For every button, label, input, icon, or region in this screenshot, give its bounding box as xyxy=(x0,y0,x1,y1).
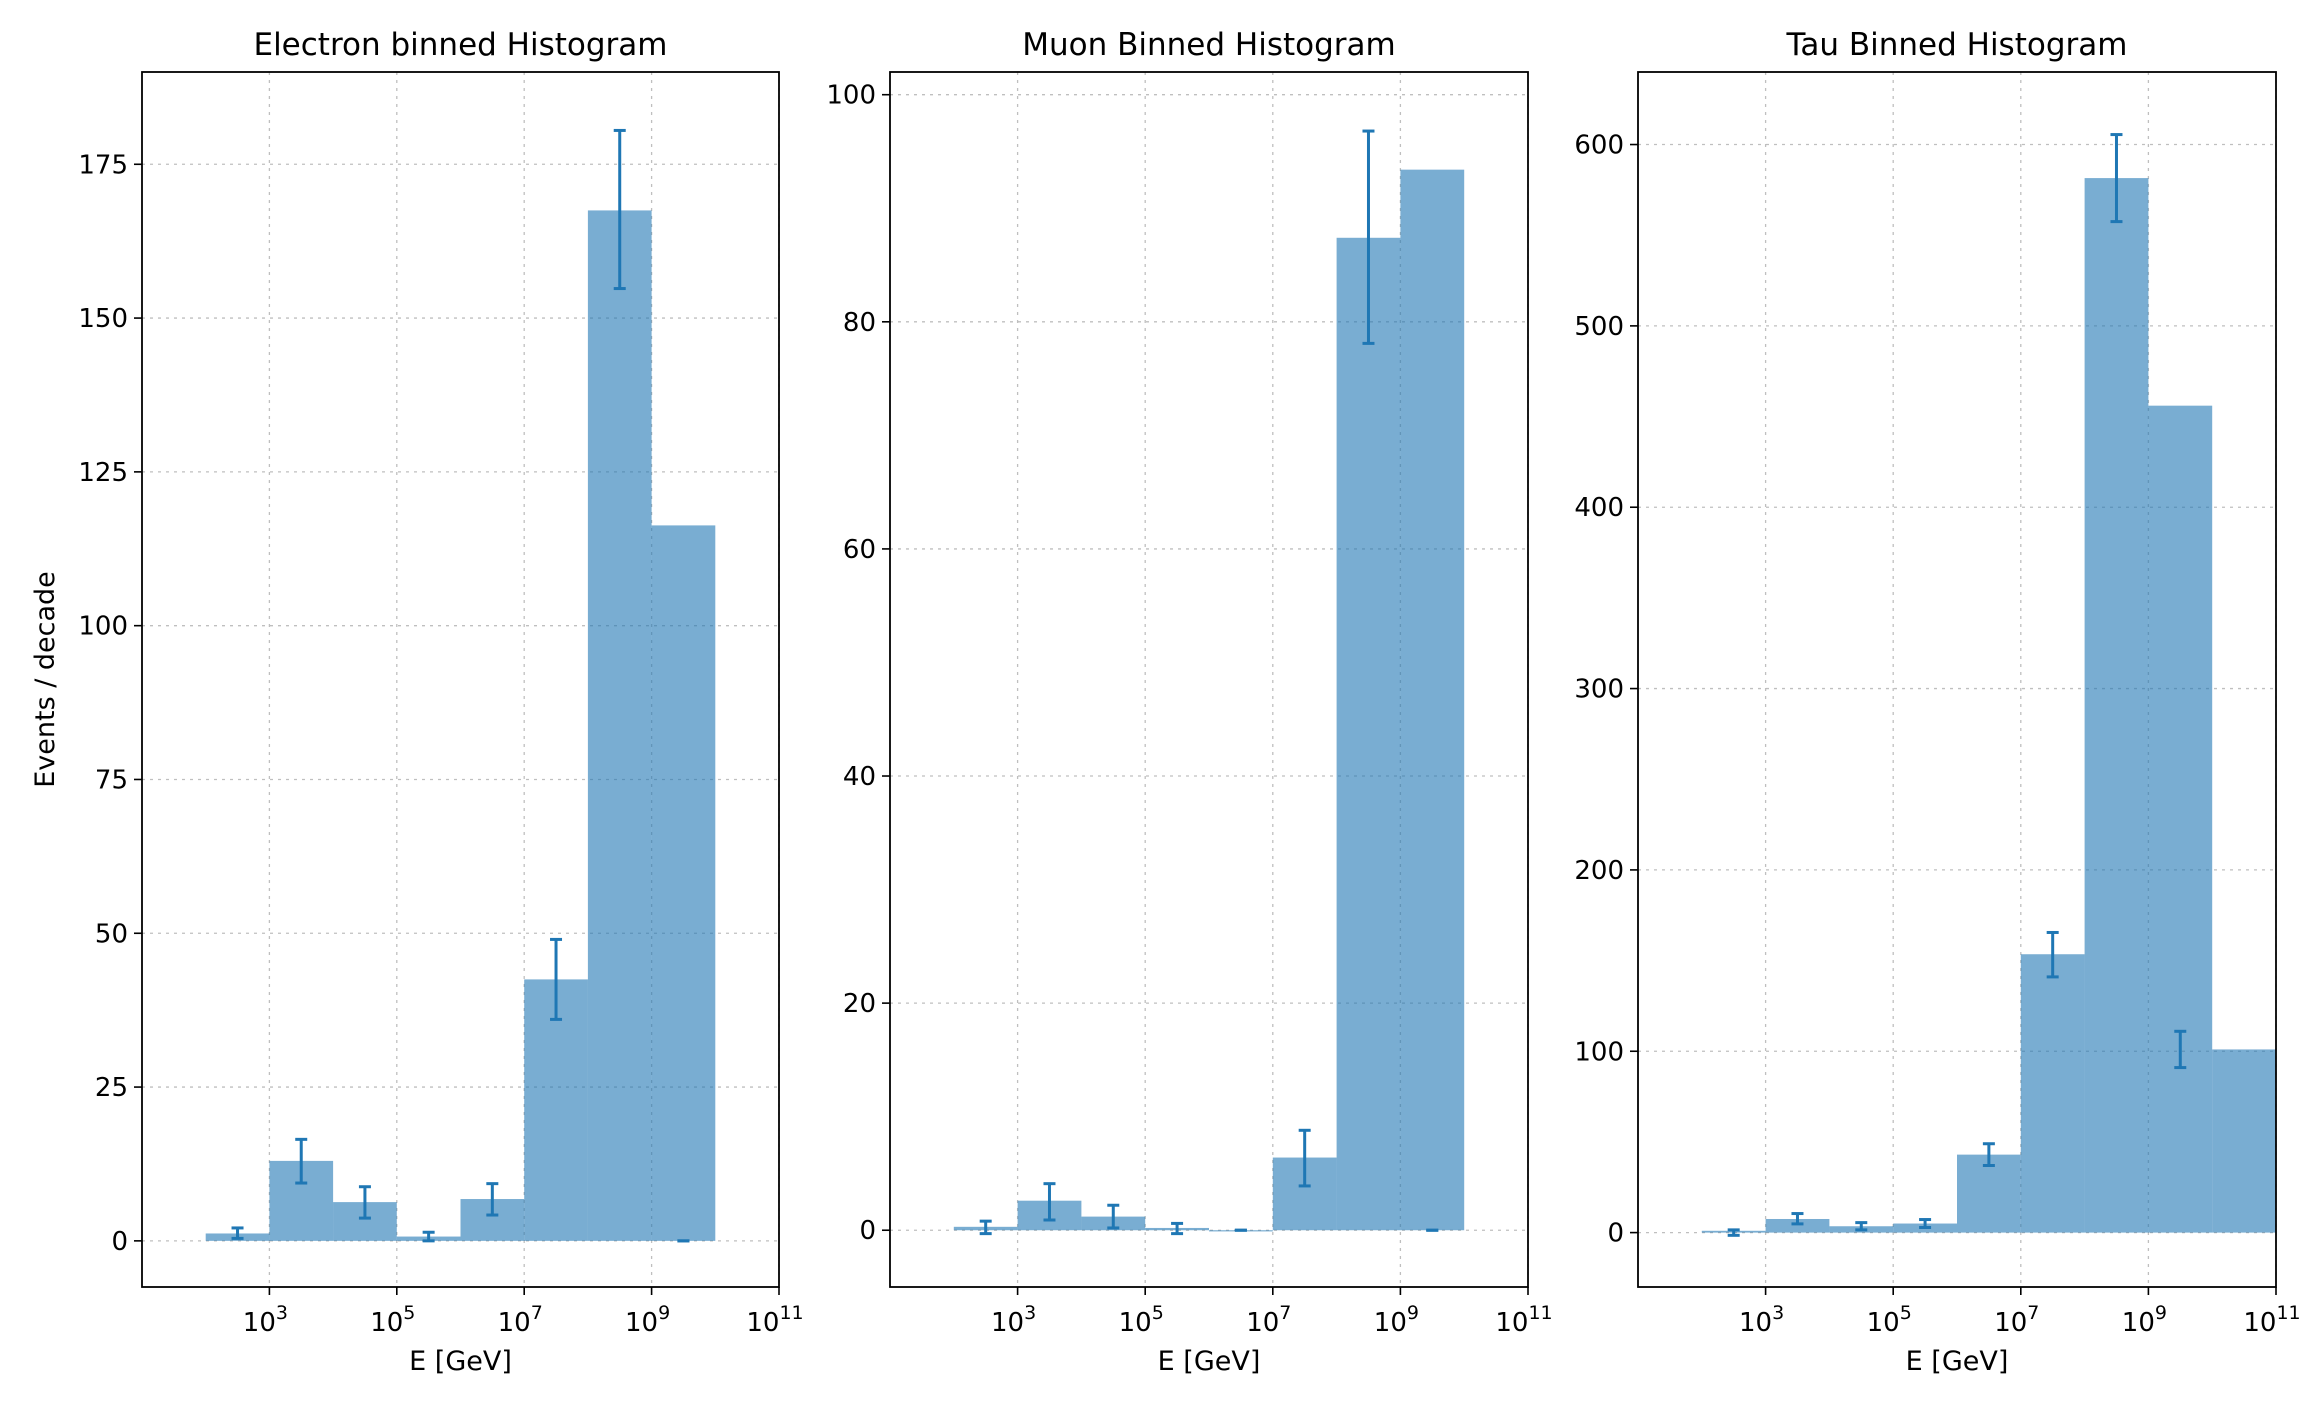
y-tick-label: 175 xyxy=(78,150,128,180)
histogram-bar-7 xyxy=(651,525,716,1241)
error-bar-7 xyxy=(2174,1029,2187,1070)
y-tick-label: 100 xyxy=(78,612,128,642)
y-tick-label: 50 xyxy=(95,919,128,949)
y-tick-label: 300 xyxy=(1574,675,1624,705)
x-tick-label: 107 xyxy=(1994,1302,2039,1338)
error-bar-3 xyxy=(422,1230,435,1243)
error-bar-2 xyxy=(1107,1203,1120,1230)
error-bar-1 xyxy=(1043,1182,1056,1222)
chart-panel-0: 103 105 107 109 1011 0 25 50 75 100 125 150 175 Elect… xyxy=(30,27,804,1377)
y-tick-label: 150 xyxy=(78,304,128,334)
error-bar-0 xyxy=(231,1226,244,1240)
error-bar-6 xyxy=(2110,133,2123,224)
y-tick-label: 25 xyxy=(95,1073,128,1103)
histogram-bar-5 xyxy=(524,979,588,1241)
histogram-bar-4 xyxy=(1957,1154,2021,1233)
y-axis-label: Events / decade xyxy=(30,571,61,788)
error-bar-0 xyxy=(979,1219,992,1236)
histogram-bar-6 xyxy=(587,210,652,1241)
x-axis-label: E [GeV] xyxy=(1906,1346,2009,1377)
axes-frame xyxy=(141,71,780,1288)
x-tick-label: 109 xyxy=(1374,1302,1419,1338)
x-tick-label: 107 xyxy=(498,1302,543,1338)
y-tick-label: 0 xyxy=(859,1216,876,1246)
x-axis-label: E [GeV] xyxy=(409,1346,512,1377)
histogram-bar-7 xyxy=(2148,405,2213,1233)
chart-panel-1: 103 105 107 109 1011 0 20 40 60 80 100 Muon Binned … xyxy=(826,27,1552,1377)
error-bar-3 xyxy=(1919,1218,1932,1230)
error-bar-0 xyxy=(1727,1228,1740,1237)
y-tick-label: 600 xyxy=(1574,131,1624,161)
error-bar-6 xyxy=(1362,129,1375,345)
y-tick-label: 200 xyxy=(1574,856,1624,886)
error-bar-5 xyxy=(1298,1128,1311,1188)
error-bar-6 xyxy=(613,128,626,291)
histogram-bar-5 xyxy=(2020,954,2085,1233)
y-tick-label: 125 xyxy=(78,458,128,488)
axes-frame xyxy=(889,71,1529,1288)
x-tick-label: 105 xyxy=(1119,1302,1164,1338)
chart-panel-2: 103 105 107 109 1011 0 100 200 300 400 500 600 Tau B… xyxy=(1574,27,2300,1377)
chart-title: Muon Binned Histogram xyxy=(1022,27,1395,63)
histogram-bar-6 xyxy=(2084,178,2149,1233)
axes-frame xyxy=(1637,71,2277,1288)
x-tick-label: 1011 xyxy=(2243,1302,2300,1338)
x-tick-label: 1011 xyxy=(1495,1302,1552,1338)
y-tick-label: 60 xyxy=(843,535,876,565)
error-bar-2 xyxy=(1855,1221,1868,1232)
x-tick-label: 103 xyxy=(1739,1302,1784,1338)
x-tick-label: 1011 xyxy=(746,1302,803,1338)
x-axis-label: E [GeV] xyxy=(1158,1346,1261,1377)
x-tick-label: 103 xyxy=(243,1302,288,1338)
x-tick-label: 105 xyxy=(1867,1302,1912,1338)
error-bar-5 xyxy=(550,937,563,1021)
error-bar-1 xyxy=(1791,1212,1804,1226)
y-tick-label: 400 xyxy=(1574,493,1624,523)
error-bar-4 xyxy=(486,1182,499,1217)
x-tick-label: 105 xyxy=(370,1302,415,1338)
y-tick-label: 0 xyxy=(111,1227,128,1257)
error-bar-4 xyxy=(1982,1142,1995,1167)
error-bar-3 xyxy=(1171,1221,1184,1236)
x-tick-label: 109 xyxy=(625,1302,670,1338)
chart-title: Tau Binned Histogram xyxy=(1786,27,2128,63)
histogram-bar-8 xyxy=(2212,1049,2276,1233)
y-tick-label: 80 xyxy=(843,308,876,338)
error-bar-1 xyxy=(295,1137,308,1185)
y-tick-label: 75 xyxy=(95,765,128,795)
error-bar-2 xyxy=(358,1185,371,1220)
y-tick-label: 500 xyxy=(1574,312,1624,342)
x-tick-label: 103 xyxy=(991,1302,1036,1338)
y-tick-label: 40 xyxy=(843,762,876,792)
y-tick-label: 100 xyxy=(826,81,876,111)
chart-title: Electron binned Histogram xyxy=(253,27,667,63)
histogram-bar-7 xyxy=(1400,169,1465,1231)
histogram-bar-6 xyxy=(1336,237,1401,1231)
y-tick-label: 20 xyxy=(843,989,876,1019)
x-tick-label: 109 xyxy=(2122,1302,2167,1338)
y-tick-label: 100 xyxy=(1574,1037,1624,1067)
error-bar-5 xyxy=(2046,930,2059,979)
y-tick-label: 0 xyxy=(1607,1219,1624,1249)
histogram-bar-1 xyxy=(1765,1218,1830,1233)
x-tick-label: 107 xyxy=(1246,1302,1291,1338)
